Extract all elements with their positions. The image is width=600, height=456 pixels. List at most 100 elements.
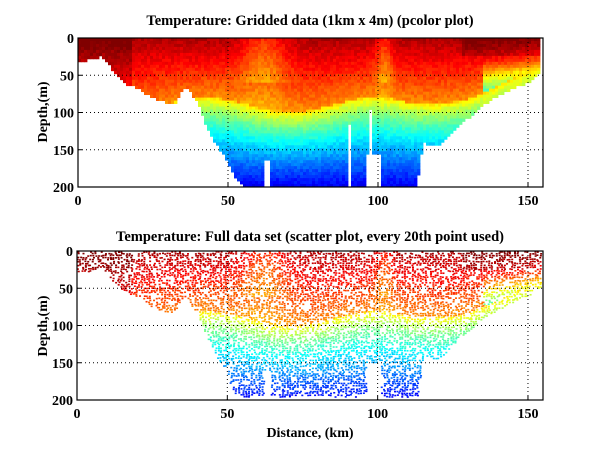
pcolor-cell xyxy=(387,127,391,131)
pcolor-cell xyxy=(360,49,364,54)
pcolor-cell xyxy=(516,73,520,78)
pcolor-cell xyxy=(378,73,382,78)
pcolor-cell xyxy=(369,88,373,93)
pcolor-cell xyxy=(261,49,265,54)
pcolor-cell xyxy=(186,58,190,63)
pcolor-cell xyxy=(429,142,433,146)
pcolor-cell xyxy=(495,94,499,98)
pcolor-cell xyxy=(216,139,220,143)
pcolor-cell xyxy=(246,49,250,54)
pcolor-cell xyxy=(513,43,517,48)
pcolor-cell xyxy=(483,55,487,60)
pcolor-cell xyxy=(192,49,196,54)
pcolor-cell xyxy=(156,46,160,51)
pcolor-cell xyxy=(309,103,313,107)
pcolor-cell xyxy=(126,58,130,63)
pcolor-cell xyxy=(363,160,367,164)
pcolor-cell xyxy=(228,124,232,128)
pcolor-cell xyxy=(132,38,136,42)
pcolor-cell xyxy=(267,142,271,146)
pcolor-cell xyxy=(153,52,157,57)
pcolor-cell xyxy=(219,130,223,134)
pcolor-cell xyxy=(420,76,424,81)
pcolor-cell xyxy=(243,136,247,140)
pcolor-cell xyxy=(261,70,265,75)
pcolor-cell xyxy=(99,43,103,48)
pcolor-cell xyxy=(393,97,397,101)
pcolor-cell xyxy=(504,76,508,81)
pcolor-cell xyxy=(411,43,415,48)
pcolor-cell xyxy=(246,85,250,90)
pcolor-cell xyxy=(525,70,529,75)
pcolor-cell xyxy=(396,145,400,149)
pcolor-cell xyxy=(312,109,316,113)
pcolor-cell xyxy=(414,94,418,98)
pcolor-cell xyxy=(414,43,418,48)
pcolor-cell xyxy=(351,184,355,188)
pcolor-cell xyxy=(405,67,409,72)
pcolor-cell xyxy=(357,67,361,72)
pcolor-cell xyxy=(345,127,349,131)
pcolor-cell xyxy=(219,82,223,87)
pcolor-cell xyxy=(480,79,484,84)
pcolor-cell xyxy=(354,172,358,176)
pcolor-cell xyxy=(342,133,346,137)
pcolor-cell xyxy=(252,85,256,90)
pcolor-cell xyxy=(138,58,142,63)
pcolor-cell xyxy=(255,124,259,128)
pcolor-cell xyxy=(228,73,232,78)
pcolor-cell xyxy=(516,52,520,57)
pcolor-cell xyxy=(435,64,439,69)
pcolor-cell xyxy=(426,61,430,66)
pcolor-cell xyxy=(399,169,403,173)
pcolor-cell xyxy=(207,100,211,104)
pcolor-cell xyxy=(399,109,403,113)
pcolor-cell xyxy=(447,61,451,66)
pcolor-cell xyxy=(219,109,223,113)
pcolor-cell xyxy=(315,85,319,90)
pcolor-cell xyxy=(234,166,238,170)
pcolor-cell xyxy=(228,43,232,48)
pcolor-cell xyxy=(258,40,262,45)
pcolor-cell xyxy=(207,94,211,98)
pcolor-cell xyxy=(210,115,214,119)
pcolor-cell xyxy=(312,106,316,110)
pcolor-cell xyxy=(396,169,400,173)
pcolor-cell xyxy=(342,118,346,122)
pcolor-cell xyxy=(378,46,382,51)
pcolor-cell xyxy=(414,49,418,54)
pcolor-cell xyxy=(396,91,400,96)
pcolor-cell xyxy=(381,82,385,87)
pcolor-cell xyxy=(186,70,190,75)
pcolor-cell xyxy=(300,43,304,48)
pcolor-cell xyxy=(336,64,340,69)
pcolor-cell xyxy=(231,112,235,116)
pcolor-cell xyxy=(294,40,298,45)
pcolor-cell xyxy=(390,151,394,155)
pcolor-cell xyxy=(189,82,193,87)
pcolor-cell xyxy=(216,94,220,98)
pcolor-cell xyxy=(360,52,364,57)
pcolor-cell xyxy=(360,148,364,152)
pcolor-cell xyxy=(261,136,265,140)
pcolor-cell xyxy=(162,43,166,48)
pcolor-cell xyxy=(489,94,493,98)
pcolor-cell xyxy=(351,145,355,149)
pcolor-cell xyxy=(453,124,457,128)
pcolor-cell xyxy=(504,61,508,66)
pcolor-cell xyxy=(450,64,454,69)
pcolor-cell xyxy=(237,172,241,176)
pcolor-cell xyxy=(297,157,301,161)
pcolor-cell xyxy=(330,94,334,98)
pcolor-cell xyxy=(237,40,241,45)
pcolor-cell xyxy=(474,85,478,90)
pcolor-cell xyxy=(396,148,400,152)
pcolor-cell xyxy=(255,52,259,57)
pcolor-cell xyxy=(306,38,310,42)
pcolor-cell xyxy=(222,124,226,128)
pcolor-cell xyxy=(330,160,334,164)
pcolor-cell xyxy=(141,52,145,57)
pcolor-cell xyxy=(315,166,319,170)
pcolor-cell xyxy=(351,52,355,57)
pcolor-cell xyxy=(363,136,367,140)
